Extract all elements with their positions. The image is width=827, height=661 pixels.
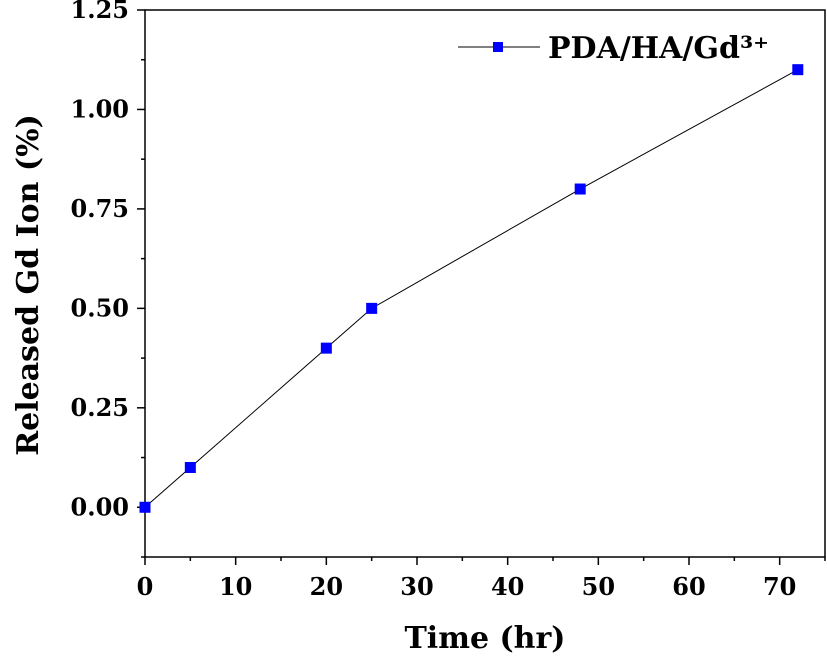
y-tick-label: 0.50 <box>71 293 129 322</box>
y-tick-label: 1.00 <box>71 94 129 123</box>
legend: PDA/HA/Gd³⁺ <box>458 31 769 66</box>
plot-frame <box>144 9 826 558</box>
y-axis-ticks: 0.00 0.25 0.50 0.75 1.00 1.25 <box>71 0 145 558</box>
x-tick-label: 40 <box>491 572 524 601</box>
legend-label: PDA/HA/Gd³⁺ <box>548 31 769 66</box>
y-tick-label: 0.25 <box>71 393 129 422</box>
legend-marker <box>493 42 503 52</box>
y-axis-title: Released Gd Ion (%) <box>11 114 46 456</box>
y-tick-label: 0.00 <box>71 492 129 521</box>
data-point <box>320 342 332 354</box>
x-tick-label: 50 <box>582 572 615 601</box>
x-axis-title: Time (hr) <box>404 621 565 656</box>
axes-box <box>144 9 826 558</box>
data-point <box>792 64 804 76</box>
x-tick-label: 20 <box>310 572 343 601</box>
x-tick-label: 70 <box>763 572 796 601</box>
series-line <box>144 69 799 508</box>
x-tick-label: 10 <box>219 572 252 601</box>
data-point <box>574 183 586 195</box>
y-tick-label: 0.75 <box>71 194 129 223</box>
y-tick-label: 1.25 <box>71 0 129 24</box>
x-tick-label: 30 <box>400 572 433 601</box>
x-tick-label: 0 <box>137 572 154 601</box>
data-point <box>366 302 378 314</box>
x-tick-label: 60 <box>672 572 705 601</box>
data-point <box>184 461 196 473</box>
series-layer <box>139 64 804 513</box>
x-axis-ticks: 0 10 20 30 40 50 60 70 <box>137 557 826 601</box>
data-point <box>139 501 151 513</box>
